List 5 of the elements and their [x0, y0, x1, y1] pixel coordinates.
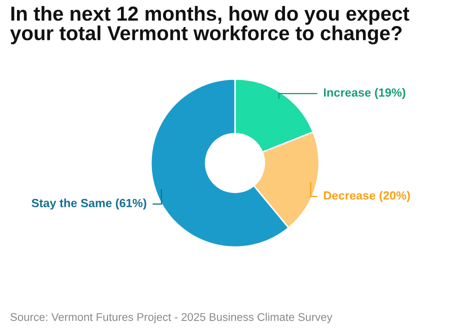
slice-label: Increase (19%) — [324, 88, 406, 100]
source-note: Source: Vermont Futures Project - 2025 Business Climate Survey — [10, 312, 332, 324]
slice-label: Stay the Same (61%) — [32, 198, 146, 210]
chart-title: In the next 12 months, how do you expect your total Vermont workforce to change? — [10, 6, 410, 44]
slice-label: Decrease (20%) — [324, 190, 410, 202]
